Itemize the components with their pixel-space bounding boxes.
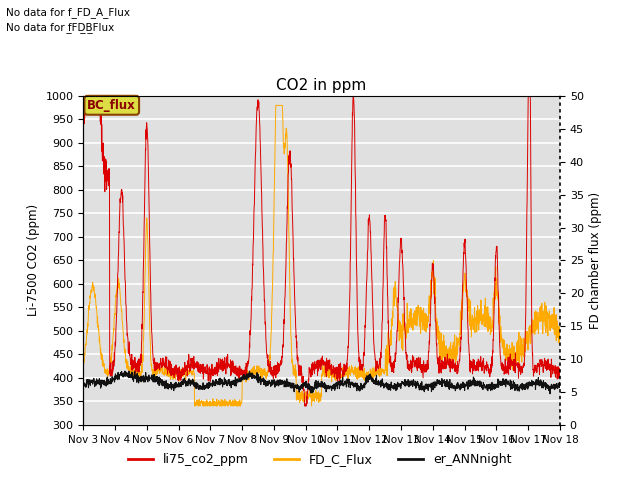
Legend: li75_co2_ppm, FD_C_Flux, er_ANNnight: li75_co2_ppm, FD_C_Flux, er_ANNnight bbox=[124, 448, 516, 471]
Text: No data for f̲FD̲B̲Flux: No data for f̲FD̲B̲Flux bbox=[6, 22, 115, 33]
Title: CO2 in ppm: CO2 in ppm bbox=[276, 78, 367, 94]
Text: No data for f_FD_A_Flux: No data for f_FD_A_Flux bbox=[6, 7, 131, 18]
Y-axis label: FD chamber flux (ppm): FD chamber flux (ppm) bbox=[589, 192, 602, 329]
Text: BC_flux: BC_flux bbox=[88, 99, 136, 112]
Y-axis label: Li-7500 CO2 (ppm): Li-7500 CO2 (ppm) bbox=[27, 204, 40, 316]
